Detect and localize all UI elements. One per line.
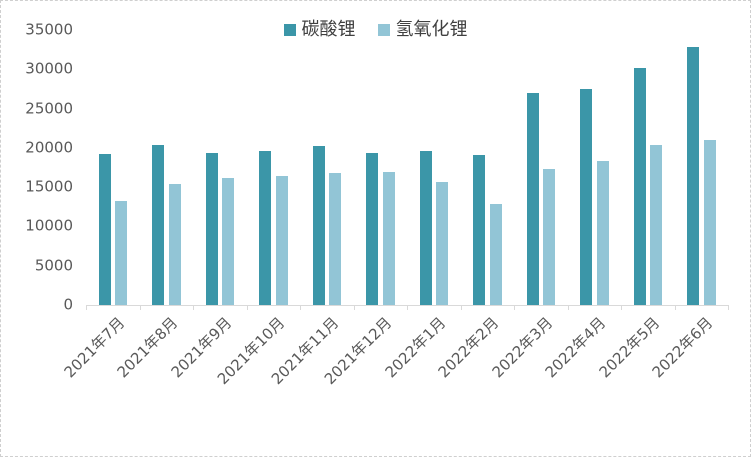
legend-label: 氢氧化锂: [395, 19, 468, 40]
y-axis-tick-label: 30000: [25, 59, 73, 78]
legend-swatch-icon: [377, 24, 390, 36]
bar-lithium-hydroxide: [596, 161, 609, 305]
bar-lithium-carbonate: [152, 144, 164, 305]
bar-lithium-hydroxide: [543, 169, 555, 305]
bar-lithium-hydroxide: [703, 140, 716, 305]
legend-item-lithium-carbonate: 碳酸锂: [283, 19, 356, 40]
x-axis-category-label: 2021年12月: [321, 313, 396, 389]
legend-item-lithium-hydroxide: 氢氧化锂: [377, 19, 468, 40]
x-axis-tick: [728, 306, 729, 310]
x-axis-line: [86, 305, 729, 306]
bar-lithium-hydroxide: [168, 184, 181, 305]
y-axis-tick-label: 0: [63, 295, 73, 314]
bar-lithium-carbonate: [473, 154, 485, 305]
bar-lithium-hydroxide: [275, 176, 288, 305]
y-axis-tick-label: 20000: [25, 138, 73, 157]
bar-lithium-carbonate: [419, 151, 432, 305]
x-axis-tick: [246, 306, 248, 310]
bar-lithium-carbonate: [312, 146, 325, 305]
y-axis-tick-label: 25000: [25, 99, 73, 118]
bar-lithium-hydroxide: [222, 177, 234, 305]
bar-lithium-hydroxide: [382, 172, 395, 305]
chart-legend: 碳酸锂 氢氧化锂: [283, 19, 468, 40]
bar-lithium-carbonate: [526, 92, 539, 305]
x-axis-tick: [139, 306, 141, 310]
x-axis-tick: [567, 306, 569, 310]
bar-lithium-carbonate: [633, 67, 646, 305]
x-axis-tick: [407, 306, 408, 310]
bar-lithium-carbonate: [366, 153, 378, 305]
bar-lithium-hydroxide: [329, 173, 341, 305]
x-axis-category-label: 2021年8月: [113, 313, 182, 382]
x-axis-category-label: 2022年6月: [648, 313, 717, 382]
x-axis-tick: [621, 306, 622, 310]
x-axis-tick: [674, 306, 676, 310]
x-axis-tick: [300, 306, 301, 310]
x-axis-category-label: 2021年11月: [267, 313, 343, 389]
bar-lithium-carbonate: [580, 88, 592, 305]
x-axis-tick: [86, 306, 87, 310]
x-axis-category-label: 2022年4月: [541, 313, 610, 382]
x-axis-category-label: 2022年3月: [488, 313, 557, 382]
x-axis-category-label: 2021年7月: [60, 313, 129, 382]
x-axis-category-label: 2022年1月: [381, 313, 450, 382]
bar-lithium-hydroxide: [115, 200, 127, 305]
y-axis-tick-label: 35000: [25, 20, 73, 39]
x-axis-tick: [460, 306, 462, 310]
x-axis-category-label: 2022年5月: [595, 313, 664, 382]
bar-lithium-hydroxide: [436, 181, 448, 305]
bar-lithium-hydroxide: [489, 204, 502, 305]
y-axis-tick-label: 5000: [34, 256, 73, 275]
bar-lithium-carbonate: [259, 151, 271, 305]
x-axis-tick: [193, 306, 194, 310]
y-axis-tick-label: 10000: [25, 216, 73, 235]
legend-swatch-icon: [283, 24, 296, 36]
legend-label: 碳酸锂: [301, 19, 356, 40]
x-axis-category-label: 2021年9月: [167, 313, 236, 382]
bar-lithium-carbonate: [98, 154, 111, 305]
bar-lithium-hydroxide: [650, 144, 662, 305]
x-axis-category-label: 2022年2月: [434, 313, 503, 382]
x-axis-tick: [514, 306, 515, 310]
x-axis-category-label: 2021年10月: [214, 313, 289, 389]
bar-lithium-carbonate: [687, 47, 699, 305]
bar-lithium-carbonate: [205, 152, 218, 305]
x-axis-tick: [353, 306, 355, 310]
y-axis-tick-label: 15000: [25, 177, 73, 196]
